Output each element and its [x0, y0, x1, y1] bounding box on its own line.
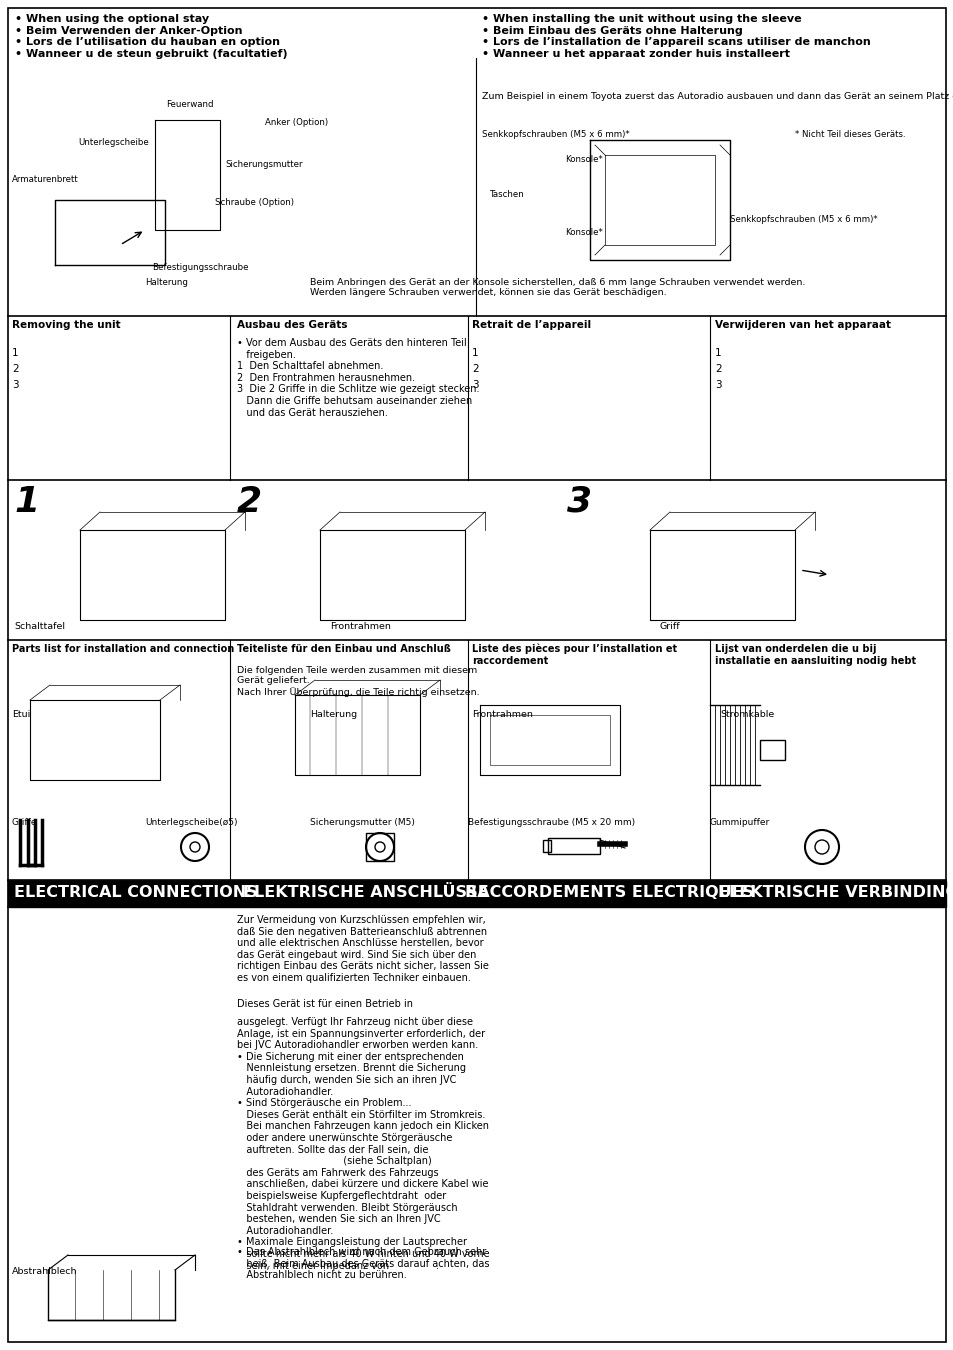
- Text: Senkkopfschrauben (M5 x 6 mm)*: Senkkopfschrauben (M5 x 6 mm)*: [729, 215, 877, 224]
- Text: Lijst van onderdelen die u bij
installatie en aansluiting nodig hebt: Lijst van onderdelen die u bij installat…: [714, 644, 915, 666]
- Text: Anker (Option): Anker (Option): [265, 117, 328, 127]
- Text: Abstrahlblech: Abstrahlblech: [12, 1268, 77, 1276]
- Text: 1: 1: [472, 348, 478, 358]
- Text: 2: 2: [12, 364, 19, 374]
- Text: Sicherungsmutter (M5): Sicherungsmutter (M5): [310, 818, 415, 828]
- Bar: [542, 840, 551, 852]
- Text: • Das Abstrahlblech wird nach dem Gebrauch sehr
   heiß. Beim Ausbau des Geräts : • Das Abstrahlblech wird nach dem Gebrau…: [236, 1247, 489, 1280]
- Text: Zur Vermeidung von Kurzschlüssen empfehlen wir,
daß Sie den negativen Batteriean: Zur Vermeidung von Kurzschlüssen empfehl…: [236, 915, 488, 983]
- Text: Teiteliste für den Einbau und Anschluß: Teiteliste für den Einbau und Anschluß: [236, 644, 450, 653]
- Text: 3: 3: [714, 379, 720, 390]
- Text: Frontrahmen: Frontrahmen: [472, 710, 533, 720]
- Bar: [760, 740, 784, 760]
- Text: ausgelegt. Verfügt Ihr Fahrzeug nicht über diese
Anlage, ist ein Spannungsinvert: ausgelegt. Verfügt Ihr Fahrzeug nicht üb…: [236, 1017, 489, 1270]
- Text: Ausbau des Geräts: Ausbau des Geräts: [236, 320, 347, 329]
- Text: Gummipuffer: Gummipuffer: [709, 818, 769, 828]
- Bar: [8, 882, 945, 907]
- Text: Halterung: Halterung: [310, 710, 356, 720]
- Text: 1: 1: [14, 485, 39, 518]
- Text: Griffe: Griffe: [12, 818, 37, 828]
- Text: 3: 3: [472, 379, 478, 390]
- Text: Dieses Gerät ist für einen Betrieb in: Dieses Gerät ist für einen Betrieb in: [236, 999, 413, 1008]
- Text: 2: 2: [472, 364, 478, 374]
- Text: • When using the optional stay
• Beim Verwenden der Anker-Option
• Lors de l’uti: • When using the optional stay • Beim Ve…: [15, 14, 287, 59]
- Text: 3: 3: [12, 379, 19, 390]
- Text: Schraube (Option): Schraube (Option): [214, 198, 294, 207]
- Text: Retrait de l’appareil: Retrait de l’appareil: [472, 320, 591, 329]
- Text: Zum Beispiel in einem Toyota zuerst das Autoradio ausbauen und dann das Gerät an: Zum Beispiel in einem Toyota zuerst das …: [481, 92, 953, 101]
- Text: Taschen: Taschen: [490, 190, 524, 198]
- Text: Liste des pièces pour l’installation et
raccordement: Liste des pièces pour l’installation et …: [472, 644, 677, 666]
- Text: 2: 2: [714, 364, 720, 374]
- Text: Halterung: Halterung: [145, 278, 188, 288]
- Text: Befestigungsschraube: Befestigungsschraube: [152, 263, 248, 271]
- Text: Konsole*: Konsole*: [564, 228, 602, 238]
- Text: Konsole*: Konsole*: [564, 155, 602, 163]
- Text: Frontrahmen: Frontrahmen: [330, 622, 391, 630]
- Text: Befestigungsschraube (M5 x 20 mm): Befestigungsschraube (M5 x 20 mm): [468, 818, 635, 828]
- Text: * Nicht Teil dieses Geräts.: * Nicht Teil dieses Geräts.: [794, 130, 904, 139]
- Text: Armaturenbrett: Armaturenbrett: [12, 176, 79, 184]
- Text: Verwijderen van het apparaat: Verwijderen van het apparaat: [714, 320, 890, 329]
- Text: 3: 3: [566, 485, 592, 518]
- Text: Removing the unit: Removing the unit: [12, 320, 120, 329]
- Text: ELEKTRISCHE VERBINDINGEN: ELEKTRISCHE VERBINDINGEN: [718, 886, 953, 900]
- Text: Stromkable: Stromkable: [720, 710, 774, 720]
- Text: Griff: Griff: [659, 622, 679, 630]
- Text: Unterlegscheibe: Unterlegscheibe: [78, 138, 149, 147]
- Text: Parts list for installation and connection: Parts list for installation and connecti…: [12, 644, 234, 653]
- Text: Schalttafel: Schalttafel: [14, 622, 65, 630]
- Text: Senkkopfschrauben (M5 x 6 mm)*: Senkkopfschrauben (M5 x 6 mm)*: [481, 130, 629, 139]
- Text: Unterlegscheibe(ø5): Unterlegscheibe(ø5): [145, 818, 237, 828]
- Text: Sicherungsmutter: Sicherungsmutter: [225, 161, 302, 169]
- Text: • Vor dem Ausbau des Geräts den hinteren Teil
   freigeben.
1  Den Schalttafel a: • Vor dem Ausbau des Geräts den hinteren…: [236, 338, 479, 417]
- Text: RACCORDEMENTS ELECTRIQUES: RACCORDEMENTS ELECTRIQUES: [464, 886, 753, 900]
- Text: Feuerwand: Feuerwand: [166, 100, 213, 109]
- Bar: [547, 838, 599, 855]
- Text: Die folgenden Teile werden zusammen mit diesem
Gerät geliefert.
Nach Ihrer Überp: Die folgenden Teile werden zusammen mit …: [236, 666, 479, 697]
- Text: • When installing the unit without using the sleeve
• Beim Einbau des Geräts ohn: • When installing the unit without using…: [481, 14, 870, 59]
- Text: 1: 1: [714, 348, 720, 358]
- Text: ELECTRICAL CONNECTIONS: ELECTRICAL CONNECTIONS: [14, 886, 257, 900]
- Text: Beim Anbringen des Gerät an der Konsole sicherstellen, daß 6 mm lange Schrauben : Beim Anbringen des Gerät an der Konsole …: [310, 278, 804, 297]
- Text: ELEKTRISCHE ANSCHLÜSSE: ELEKTRISCHE ANSCHLÜSSE: [243, 886, 488, 900]
- Text: 2: 2: [236, 485, 262, 518]
- Text: Etui: Etui: [12, 710, 30, 720]
- Text: 1: 1: [12, 348, 19, 358]
- Bar: [366, 833, 394, 861]
